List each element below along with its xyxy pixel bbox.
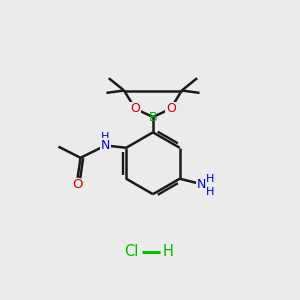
- Text: Cl: Cl: [124, 244, 138, 259]
- Text: O: O: [166, 102, 176, 115]
- Text: N: N: [196, 178, 206, 190]
- Text: O: O: [130, 102, 140, 115]
- Text: H: H: [206, 174, 214, 184]
- Text: H: H: [162, 244, 173, 259]
- Text: H: H: [101, 132, 110, 142]
- Text: H: H: [206, 187, 214, 197]
- Text: O: O: [72, 178, 83, 191]
- Text: N: N: [100, 139, 110, 152]
- Text: B: B: [148, 110, 157, 124]
